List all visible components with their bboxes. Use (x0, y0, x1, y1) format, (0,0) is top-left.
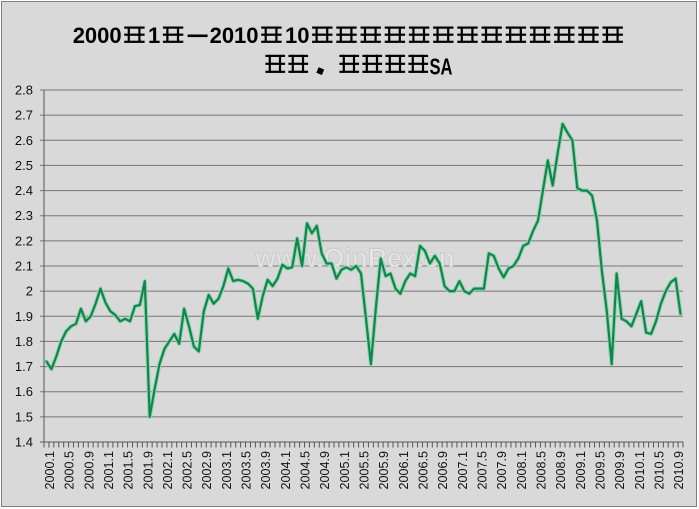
svg-text:2003.1: 2003.1 (220, 451, 234, 490)
svg-text:2002.5: 2002.5 (181, 451, 195, 490)
svg-text:2002.9: 2002.9 (200, 451, 214, 490)
svg-text:2007.9: 2007.9 (495, 451, 509, 490)
svg-text:2003.9: 2003.9 (259, 451, 273, 490)
svg-text:2010.5: 2010.5 (653, 451, 667, 490)
svg-text:2000: 2000 (73, 23, 122, 48)
svg-text:2010.9: 2010.9 (672, 451, 686, 490)
svg-text:2005.9: 2005.9 (377, 451, 391, 490)
svg-text:2008.5: 2008.5 (535, 451, 549, 490)
svg-text:2006.1: 2006.1 (397, 451, 411, 490)
svg-text:1.9: 1.9 (15, 309, 33, 324)
svg-text:2010.1: 2010.1 (633, 451, 647, 490)
svg-text:2002.1: 2002.1 (161, 451, 175, 490)
svg-text:1.8: 1.8 (15, 334, 33, 349)
svg-text:2006.9: 2006.9 (436, 451, 450, 490)
svg-text:2005.5: 2005.5 (358, 451, 372, 490)
svg-text:2: 2 (26, 284, 33, 299)
svg-text:1.4: 1.4 (15, 435, 33, 450)
svg-text:1.5: 1.5 (15, 409, 33, 424)
svg-text:2007.5: 2007.5 (476, 451, 490, 490)
svg-text:2008.9: 2008.9 (554, 451, 568, 490)
svg-text:2.5: 2.5 (15, 158, 33, 173)
svg-text:2004.1: 2004.1 (279, 451, 293, 490)
svg-text:1.6: 1.6 (15, 384, 33, 399)
svg-text:2008.1: 2008.1 (515, 451, 529, 490)
svg-text:2004.9: 2004.9 (318, 451, 332, 490)
svg-text:2007.1: 2007.1 (456, 451, 470, 490)
svg-text:1: 1 (148, 23, 160, 48)
svg-text:2009.1: 2009.1 (574, 451, 588, 490)
svg-text:2009.9: 2009.9 (613, 451, 627, 490)
svg-text:2010: 2010 (210, 23, 259, 48)
svg-text:SA: SA (430, 54, 453, 80)
svg-text:2.7: 2.7 (15, 108, 33, 123)
svg-text:2001.5: 2001.5 (122, 451, 136, 490)
svg-text:2.3: 2.3 (15, 208, 33, 223)
svg-text:2001.9: 2001.9 (141, 451, 155, 490)
svg-text:2.8: 2.8 (15, 83, 33, 98)
svg-text:2.1: 2.1 (15, 259, 33, 274)
svg-text:2006.5: 2006.5 (417, 451, 431, 490)
svg-text:2.2: 2.2 (15, 233, 33, 248)
svg-text:2.4: 2.4 (15, 183, 33, 198)
svg-text:2005.1: 2005.1 (338, 451, 352, 490)
svg-text:10: 10 (285, 23, 309, 48)
svg-text:2.6: 2.6 (15, 133, 33, 148)
svg-text:2000.5: 2000.5 (63, 451, 77, 490)
svg-text:2003.5: 2003.5 (240, 451, 254, 490)
svg-text:2004.5: 2004.5 (299, 451, 313, 490)
svg-text:2009.5: 2009.5 (594, 451, 608, 490)
svg-text:2000.9: 2000.9 (82, 451, 96, 490)
svg-text:2001.1: 2001.1 (102, 451, 116, 490)
svg-text:1.7: 1.7 (15, 359, 33, 374)
svg-text:2000.1: 2000.1 (43, 451, 57, 490)
